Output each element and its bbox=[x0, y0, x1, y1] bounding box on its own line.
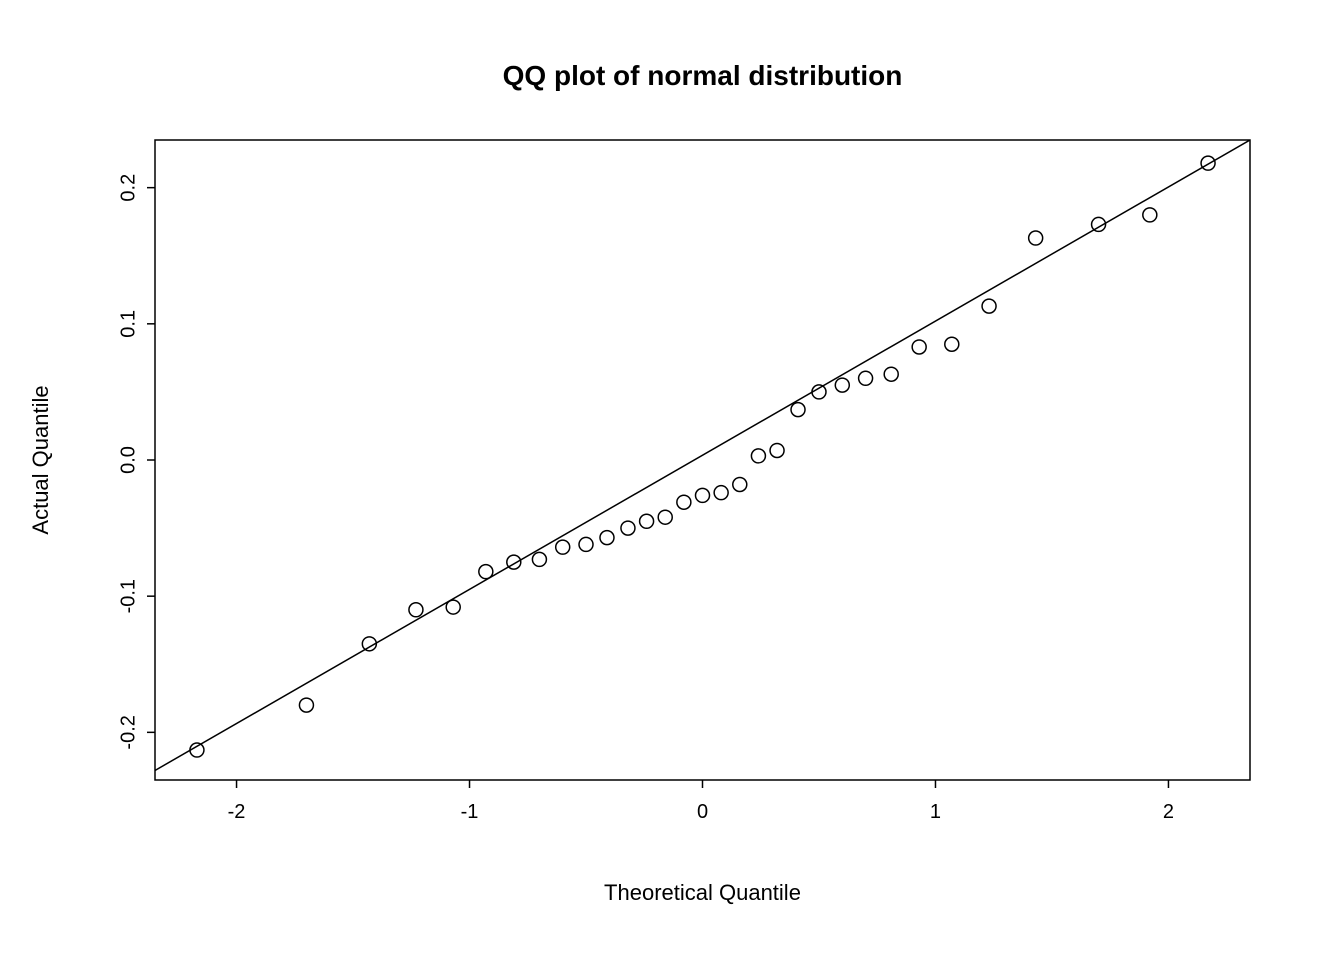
data-point bbox=[751, 449, 765, 463]
data-point bbox=[714, 486, 728, 500]
data-point bbox=[479, 565, 493, 579]
data-point bbox=[812, 385, 826, 399]
data-point bbox=[884, 367, 898, 381]
data-point bbox=[696, 488, 710, 502]
chart-title: QQ plot of normal distribution bbox=[503, 60, 903, 91]
qq-plot: QQ plot of normal distribution -2 -1 0 1 2 -0.… bbox=[0, 0, 1344, 960]
y-tick-label: 0.2 bbox=[117, 174, 139, 202]
data-point bbox=[190, 743, 204, 757]
data-point bbox=[1201, 156, 1215, 170]
data-point bbox=[1143, 208, 1157, 222]
data-point bbox=[507, 555, 521, 569]
data-point bbox=[640, 514, 654, 528]
data-point bbox=[859, 371, 873, 385]
data-point bbox=[733, 478, 747, 492]
x-tick-label: -2 bbox=[228, 801, 246, 823]
y-tick-label: -0.2 bbox=[117, 715, 139, 749]
plot-frame bbox=[155, 140, 1250, 780]
x-tick-label: 1 bbox=[930, 801, 941, 823]
y-tick-label: -0.1 bbox=[117, 579, 139, 613]
data-point bbox=[621, 521, 635, 535]
data-point bbox=[409, 603, 423, 617]
x-tick-label: -1 bbox=[461, 801, 479, 823]
data-point bbox=[982, 299, 996, 313]
y-axis-label: Actual Quantile bbox=[28, 385, 53, 534]
data-point bbox=[556, 540, 570, 554]
data-point bbox=[446, 600, 460, 614]
data-point bbox=[299, 698, 313, 712]
data-point bbox=[579, 537, 593, 551]
plot-content bbox=[155, 140, 1250, 770]
data-point bbox=[677, 495, 691, 509]
data-point bbox=[532, 552, 546, 566]
y-tick-label: 0.1 bbox=[117, 310, 139, 338]
data-point bbox=[658, 510, 672, 524]
reference-line bbox=[155, 140, 1250, 770]
data-point bbox=[912, 340, 926, 354]
data-point bbox=[791, 403, 805, 417]
y-tick-label: 0.0 bbox=[117, 446, 139, 474]
x-tick-label: 2 bbox=[1163, 801, 1174, 823]
data-point bbox=[835, 378, 849, 392]
data-point bbox=[1029, 231, 1043, 245]
data-point bbox=[770, 443, 784, 457]
data-point bbox=[600, 531, 614, 545]
data-point bbox=[945, 337, 959, 351]
x-axis-label: Theoretical Quantile bbox=[604, 880, 801, 905]
x-tick-label: 0 bbox=[697, 801, 708, 823]
chart-container: QQ plot of normal distribution -2 -1 0 1 2 -0.… bbox=[0, 0, 1344, 960]
